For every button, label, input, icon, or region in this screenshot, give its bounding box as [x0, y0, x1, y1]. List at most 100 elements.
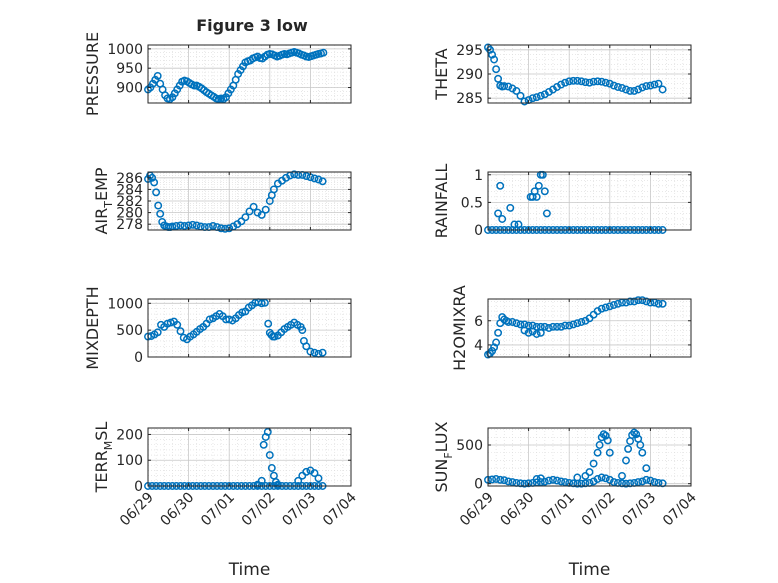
data-point	[581, 78, 590, 87]
tick-marks-mixdepth	[147, 299, 352, 358]
y-axis-label-rainfall: RAINFALL	[432, 164, 451, 239]
data-point	[658, 299, 667, 308]
data-point	[263, 427, 272, 436]
y-axis-label-text: SUN	[432, 459, 451, 493]
data-point	[650, 80, 659, 89]
data-point	[294, 476, 303, 485]
subplot-pressure: 900 950 1000 PRESSURE	[83, 32, 352, 116]
subplot-theta: 285 290 295 THETA	[432, 43, 692, 107]
data-point	[290, 170, 299, 179]
data-point	[265, 451, 274, 460]
data-point	[492, 65, 501, 74]
data-point	[542, 209, 551, 218]
data-point	[609, 301, 618, 309]
data-point	[622, 85, 630, 94]
y-tick-label: 500	[116, 323, 143, 339]
y-axis-label-h2omixra: H2OMIXRA	[450, 285, 469, 371]
data-point	[569, 76, 578, 85]
tick-marks-h2omixra	[487, 299, 692, 357]
data-point	[217, 224, 226, 233]
data-point	[532, 93, 541, 102]
data-point	[536, 91, 545, 100]
data-point	[314, 474, 323, 483]
y-tick-label: 500	[456, 438, 483, 454]
data-point	[188, 220, 197, 229]
subplot-h2omixra: 4 6 H2OMIXRA	[450, 285, 692, 371]
data-point	[557, 80, 566, 89]
data-point	[553, 476, 561, 485]
data-point	[524, 321, 533, 330]
y-tick-label: 1000	[107, 296, 143, 312]
data-point	[573, 473, 582, 482]
y-tick-label: 0	[134, 350, 143, 366]
y-axis-label-theta: THETA	[432, 48, 451, 100]
data-point	[634, 296, 643, 305]
y-tick-label: 100	[116, 453, 143, 469]
data-point	[561, 478, 570, 487]
data-point	[632, 430, 641, 439]
data-point	[318, 177, 327, 186]
data-point	[553, 322, 561, 331]
data-point	[176, 221, 185, 230]
data-point	[508, 478, 517, 487]
data-point	[534, 181, 543, 190]
y-tick-label: 284	[116, 182, 143, 198]
data-point	[253, 480, 262, 489]
data-point	[601, 431, 610, 440]
data-point	[638, 477, 647, 486]
plot-area-rainfall	[488, 172, 691, 230]
axes-box-sun-flux	[487, 427, 692, 487]
data-point	[257, 210, 266, 219]
data-point	[261, 205, 270, 214]
data-point	[626, 86, 635, 95]
data-point	[603, 436, 612, 445]
data-point	[225, 224, 234, 233]
y-axis-label-text: AIR	[92, 208, 111, 235]
data-point	[597, 304, 606, 313]
data-point	[638, 83, 647, 92]
data-point	[618, 84, 626, 92]
data-point	[180, 221, 189, 230]
data-point	[302, 172, 311, 181]
data-point	[595, 441, 604, 449]
data-point	[577, 479, 586, 488]
data-point	[298, 326, 307, 335]
data-point	[573, 319, 582, 328]
data-point	[601, 303, 610, 312]
data-point	[237, 217, 246, 226]
data-point	[532, 192, 541, 201]
data-point	[561, 321, 570, 330]
data-point	[488, 475, 497, 484]
data-point	[310, 174, 319, 183]
data-point	[597, 77, 606, 86]
y-axis-label-mixdepth: MIXDEPTH	[83, 286, 102, 369]
data-point	[618, 471, 626, 480]
y-tick-label: 200	[116, 427, 143, 443]
series-pressure	[144, 48, 328, 104]
data-point	[540, 187, 549, 196]
data-point	[646, 81, 655, 90]
data-point	[658, 85, 667, 94]
data-point	[642, 297, 651, 306]
data-point	[544, 324, 553, 332]
y-axis-label-subscript: M	[102, 441, 115, 451]
y-axis-label-air-temp: AIRTEMP	[92, 167, 115, 234]
data-point	[176, 327, 185, 336]
data-point	[500, 476, 509, 485]
data-point	[634, 478, 643, 487]
data-point	[192, 221, 201, 230]
data-point	[221, 224, 230, 233]
data-point	[613, 83, 622, 91]
data-point	[520, 479, 529, 488]
data-point	[494, 74, 503, 83]
data-point	[593, 448, 602, 457]
data-point	[573, 76, 582, 85]
data-point	[273, 480, 282, 489]
data-point	[492, 338, 501, 347]
axes-box-rainfall	[487, 171, 692, 231]
y-axis-label-text: EMP	[92, 167, 111, 201]
tick-marks-terr-msl	[147, 428, 352, 487]
data-point	[492, 475, 501, 483]
y-tick-label: 286	[116, 171, 143, 187]
data-point	[282, 173, 290, 182]
